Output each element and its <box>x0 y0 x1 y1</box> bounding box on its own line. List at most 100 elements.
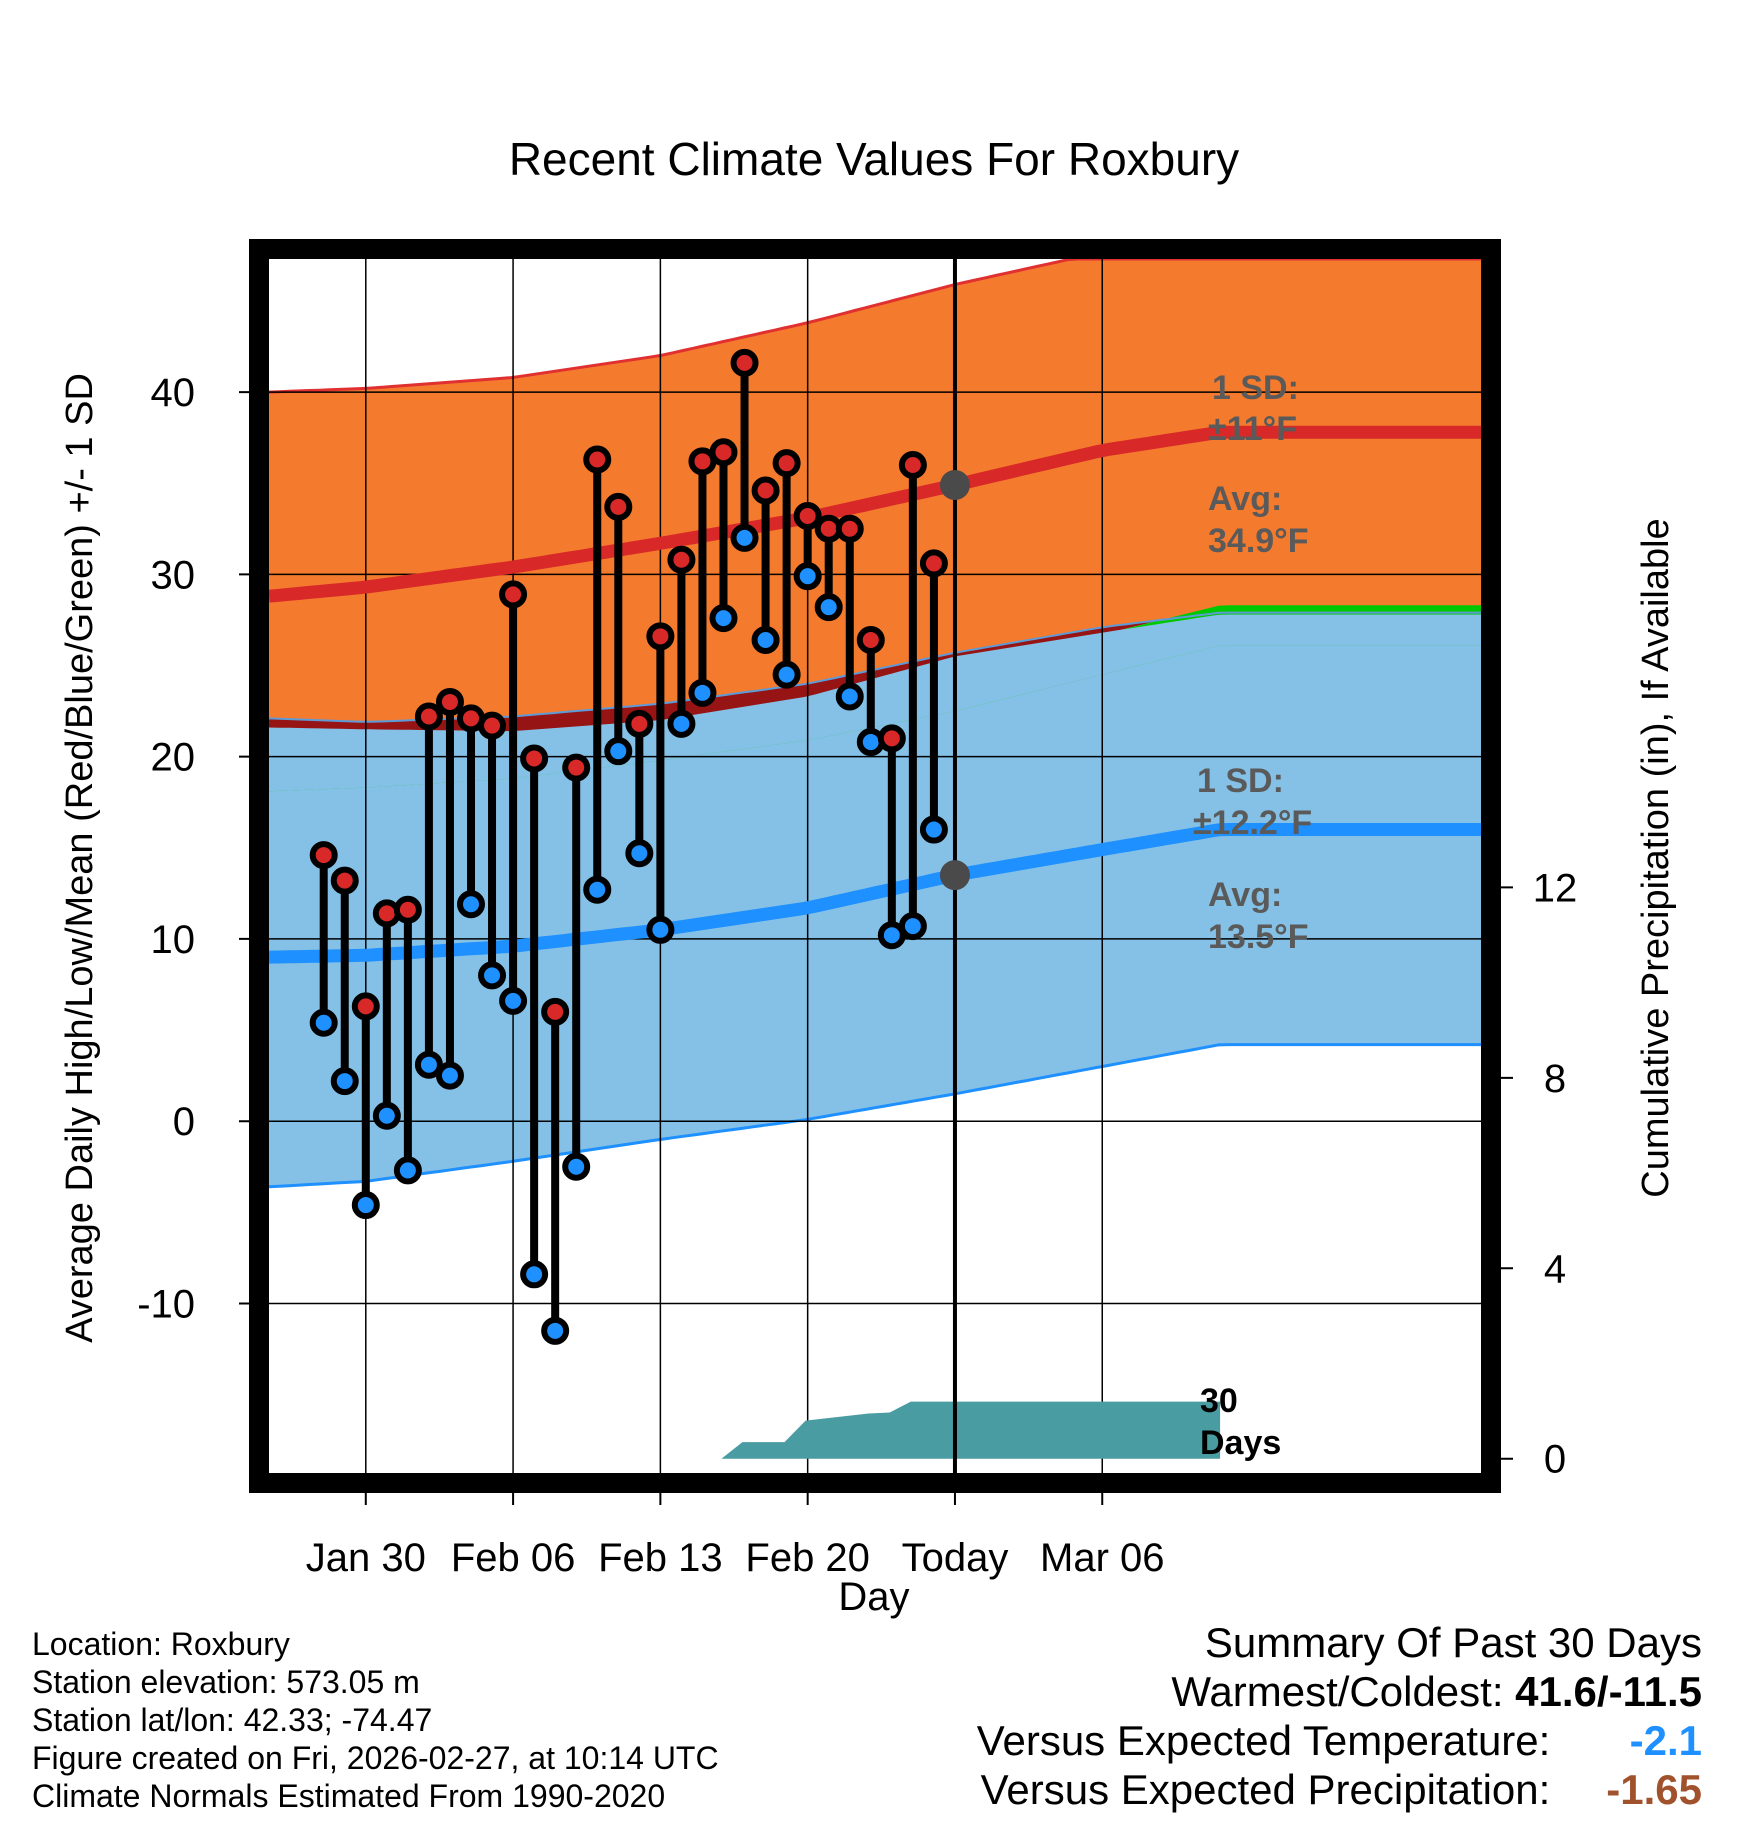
daily-low-point <box>730 523 759 552</box>
latlon-text: Station lat/lon: 42.33; -74.47 <box>32 1702 433 1738</box>
y-tick-label: 10 <box>151 918 196 962</box>
daily-low-point <box>793 562 822 591</box>
daily-high-point <box>646 622 675 651</box>
high-sd-band <box>269 259 1481 722</box>
y-tick-label: 20 <box>151 736 196 780</box>
daily-low-point <box>667 709 696 738</box>
low-minus-sd-line <box>268 1043 1481 1189</box>
created-text: Figure created on Fri, 2026-02-27, at 10… <box>32 1740 719 1776</box>
normals-text: Climate Normals Estimated From 1990-2020 <box>32 1778 666 1814</box>
precip-label: Versus Expected Precipitation: <box>980 1766 1551 1813</box>
high-avg-label: Avg: <box>1208 480 1282 518</box>
daily-high-point <box>793 502 822 531</box>
plot-frame <box>249 239 1501 1493</box>
daily-low-point <box>709 604 738 633</box>
high-sd-label: 1 SD: <box>1212 369 1299 407</box>
daily-high-point <box>583 445 612 474</box>
daily-high-point <box>856 625 885 654</box>
low-sd-value: ±12.2°F <box>1193 804 1312 842</box>
daily-low-point <box>688 678 717 707</box>
summary-warm-cold: Warmest/Coldest: 41.6/-11.5 <box>977 1667 1702 1716</box>
elevation-text: Station elevation: 573.05 m <box>32 1664 420 1700</box>
station-info: Location: Roxbury Station elevation: 573… <box>32 1625 719 1815</box>
summary-title: Summary Of Past 30 Days <box>1204 1619 1702 1666</box>
daily-low-point <box>330 1067 359 1096</box>
climate-chart: Recent Climate Values For Roxbury 1 SD:±… <box>59 133 1677 1619</box>
precip-days-number: 30 <box>1200 1382 1238 1420</box>
x-tick-label: Today <box>902 1536 1009 1580</box>
daily-high-point <box>604 492 633 521</box>
warm-cold-value: 41.6/-11.5 <box>1515 1668 1702 1715</box>
high-avg-value: 34.9°F <box>1208 522 1309 560</box>
daily-high-point <box>751 476 780 505</box>
summary-precipitation: Versus Expected Precipitation: -1.65 <box>977 1765 1702 1814</box>
temp-label: Versus Expected Temperature: <box>976 1717 1551 1764</box>
daily-high-point <box>435 687 464 716</box>
y-axis-label-right: Cumulative Precipitation (in), If Availa… <box>1635 518 1677 1197</box>
y-tick-label: 30 <box>151 553 196 597</box>
daily-low-point <box>414 1050 443 1079</box>
y-right-tick-label: 8 <box>1544 1057 1566 1101</box>
daily-low-point <box>772 660 801 689</box>
x-tick-label: Feb 13 <box>598 1536 723 1580</box>
high-sd-value: ±11°F <box>1208 410 1297 448</box>
daily-low-point <box>520 1260 549 1289</box>
daily-low-point <box>499 986 528 1015</box>
daily-high-point <box>541 997 570 1026</box>
y-tick-label: 0 <box>173 1100 195 1144</box>
daily-low-point <box>309 1008 338 1037</box>
y-tick-label: 40 <box>151 371 196 415</box>
chart-title: Recent Climate Values For Roxbury <box>509 133 1239 185</box>
daily-high-point <box>351 992 380 1021</box>
daily-low-point <box>562 1152 591 1181</box>
daily-low-point <box>898 912 927 941</box>
x-tick-label: Feb 20 <box>745 1536 870 1580</box>
y-axis-label-left: Average Daily High/Low/Mean (Red/Blue/Gr… <box>59 373 101 1343</box>
x-tick-label: Jan 30 <box>306 1536 426 1580</box>
daily-low-point <box>541 1316 570 1345</box>
x-tick-label: Mar 06 <box>1040 1536 1165 1580</box>
normal-low-line <box>268 823 1481 964</box>
x-axis-label: Day <box>838 1575 909 1619</box>
y-right-tick-label: 4 <box>1544 1247 1566 1291</box>
daily-low-point <box>814 593 843 622</box>
summary-panel: Summary Of Past 30 Days Warmest/Coldest:… <box>977 1618 1702 1814</box>
daily-high-point <box>667 545 696 574</box>
normal-high-line <box>268 425 1481 603</box>
low-avg-value: 13.5°F <box>1208 918 1309 956</box>
daily-low-point <box>372 1101 401 1130</box>
daily-high-point <box>835 514 864 543</box>
precipitation-area <box>721 1401 1221 1459</box>
x-tick-label: Feb 06 <box>451 1536 576 1580</box>
daily-high-point <box>919 549 948 578</box>
low-sd-band-upper <box>269 614 1481 792</box>
daily-high-point <box>520 744 549 773</box>
daily-high-point <box>562 753 591 782</box>
y-right-tick-label: 0 <box>1544 1438 1566 1482</box>
daily-low-point <box>583 875 612 904</box>
normal-low-today-marker <box>939 860 970 891</box>
daily-high-point <box>625 709 654 738</box>
location-text: Location: Roxbury <box>32 1626 290 1662</box>
low-avg-label: Avg: <box>1208 876 1282 914</box>
daily-low-point <box>919 815 948 844</box>
daily-low-point <box>435 1061 464 1090</box>
precip-days-label: Days <box>1200 1424 1281 1462</box>
summary-temperature: Versus Expected Temperature: -2.1 <box>977 1716 1702 1765</box>
daily-high-point <box>414 702 443 731</box>
precip-value: -1.65 <box>1606 1766 1702 1813</box>
daily-high-point <box>709 438 738 467</box>
daily-low-point <box>625 839 654 868</box>
daily-low-point <box>457 890 485 919</box>
daily-low-point <box>646 915 675 944</box>
daily-high-point <box>898 450 927 479</box>
normal-high-today-marker <box>939 470 970 501</box>
daily-high-point <box>499 580 528 609</box>
temp-value: -2.1 <box>1629 1717 1702 1764</box>
daily-high-point <box>309 841 338 870</box>
y-right-tick-label: 12 <box>1533 866 1578 910</box>
daily-low-point <box>751 625 780 654</box>
y-tick-label: -10 <box>137 1282 195 1326</box>
daily-low-point <box>393 1156 422 1185</box>
low-sd-label: 1 SD: <box>1197 762 1284 800</box>
